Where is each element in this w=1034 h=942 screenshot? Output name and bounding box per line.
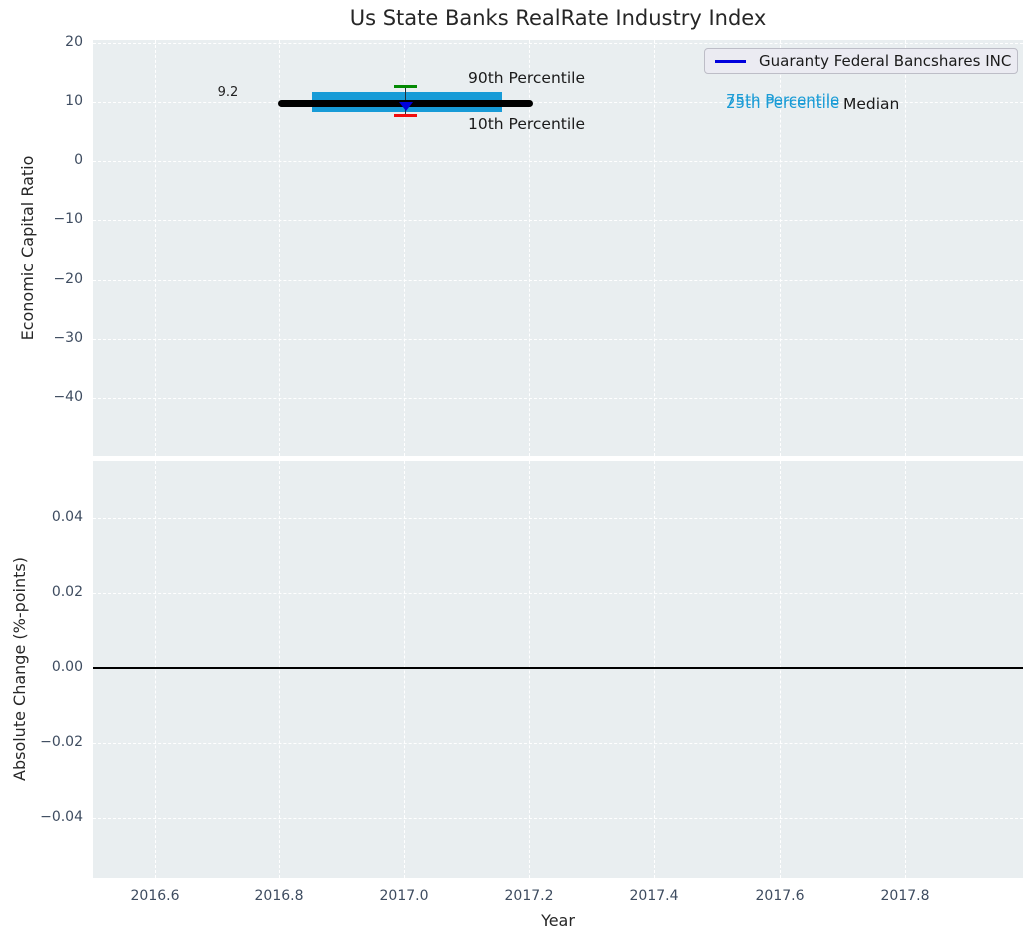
- gridline-vertical: [529, 40, 530, 456]
- gridline-vertical: [654, 461, 655, 878]
- gridline-horizontal: [93, 102, 1023, 103]
- y-tick-label: −20: [53, 271, 83, 287]
- median-label: Median: [843, 95, 900, 113]
- y-tick-label: 0.04: [51, 509, 83, 525]
- gridline-horizontal: [93, 818, 1023, 819]
- top-plot-area: 9.2 90th Percentile 10th Percentile 75th…: [93, 40, 1023, 456]
- x-tick-label: 2017.4: [629, 888, 679, 904]
- gridline-horizontal: [93, 220, 1023, 221]
- y-tick-label: 0.02: [51, 584, 83, 600]
- gridline-horizontal: [93, 593, 1023, 594]
- top-y-axis-label: Economic Capital Ratio: [18, 155, 37, 341]
- x-tick-label: 2017.8: [880, 888, 930, 904]
- gridline-vertical: [905, 40, 906, 456]
- company-marker-triangle: [399, 102, 413, 111]
- percentile-25-label: 25th Percentile: [726, 94, 840, 112]
- gridline-vertical: [279, 40, 280, 456]
- gridline-vertical: [404, 461, 405, 878]
- percentile-75-label: 75th Percentile: [726, 91, 840, 109]
- x-axis-label: Year: [541, 911, 575, 930]
- y-tick-label: 20: [65, 34, 83, 50]
- gridline-vertical: [404, 40, 405, 456]
- gridline-horizontal: [93, 280, 1023, 281]
- bottom-plot-area: [93, 461, 1023, 878]
- percentile-10-label: 10th Percentile: [468, 115, 586, 133]
- y-tick-label: 10: [65, 93, 83, 109]
- gridline-horizontal: [93, 43, 1023, 44]
- y-tick-label: 0: [74, 152, 83, 168]
- gridline-horizontal: [93, 339, 1023, 340]
- percentile-10-cap: [394, 114, 417, 117]
- x-tick-label: 2017.0: [379, 888, 429, 904]
- gridline-horizontal: [93, 518, 1023, 519]
- x-tick-label: 2016.6: [130, 888, 180, 904]
- gridline-horizontal: [93, 161, 1023, 162]
- percentile-90-label: 90th Percentile: [468, 69, 586, 87]
- y-tick-label: 0.00: [51, 659, 83, 675]
- y-tick-label: −30: [53, 330, 83, 346]
- x-tick-label: 2017.6: [755, 888, 805, 904]
- x-tick-label: 2017.2: [504, 888, 554, 904]
- legend: Guaranty Federal Bancshares INC: [704, 48, 1018, 74]
- bottom-y-axis-label: Absolute Change (%-points): [10, 557, 29, 781]
- y-tick-label: −10: [53, 211, 83, 227]
- legend-series-label: Guaranty Federal Bancshares INC: [759, 52, 1012, 70]
- gridline-horizontal: [93, 743, 1023, 744]
- gridline-vertical: [155, 461, 156, 878]
- x-tick-label: 2016.8: [254, 888, 304, 904]
- y-tick-label: −0.04: [40, 809, 83, 825]
- gridline-vertical: [780, 40, 781, 456]
- median-value-label: 9.2: [217, 85, 239, 100]
- gridline-vertical: [529, 461, 530, 878]
- gridline-vertical: [654, 40, 655, 456]
- gridline-horizontal: [93, 398, 1023, 399]
- gridline-vertical: [155, 40, 156, 456]
- chart-title: Us State Banks RealRate Industry Index: [349, 6, 767, 30]
- y-tick-label: −0.02: [40, 734, 83, 750]
- gridline-vertical: [780, 461, 781, 878]
- legend-line-sample: [715, 59, 746, 63]
- percentile-90-cap: [394, 85, 417, 88]
- gridline-vertical: [905, 461, 906, 878]
- gridline-vertical: [279, 461, 280, 878]
- y-tick-label: −40: [53, 389, 83, 405]
- zero-change-line: [93, 667, 1023, 669]
